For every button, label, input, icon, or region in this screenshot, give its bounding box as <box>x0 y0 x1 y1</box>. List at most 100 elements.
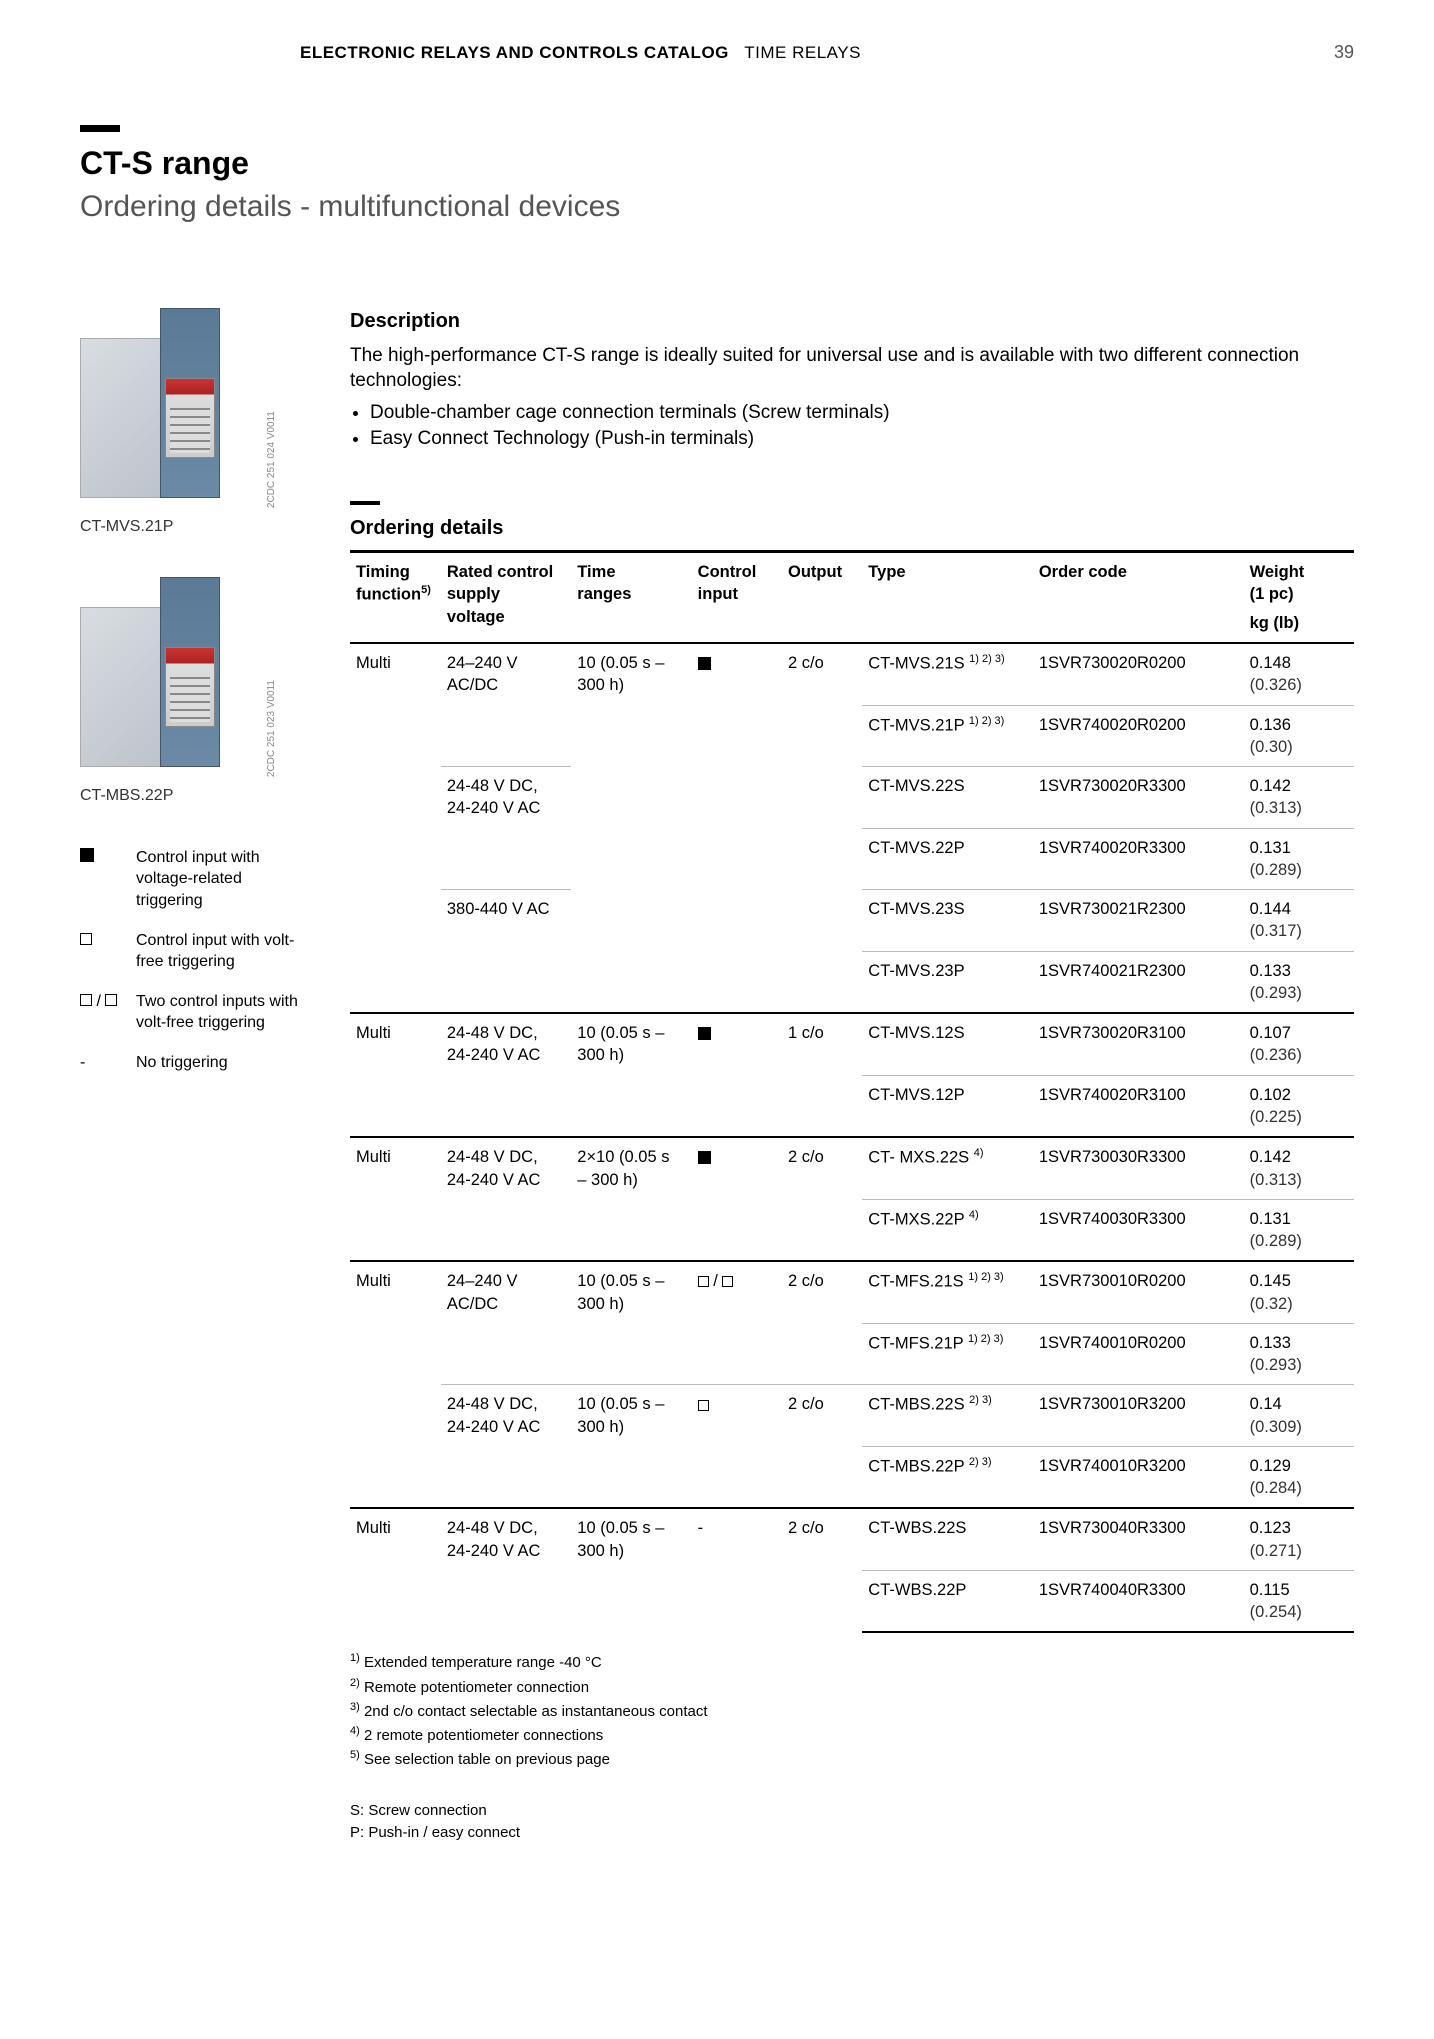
cell-code: 1SVR730020R3300 <box>1033 767 1244 829</box>
image-ref-1: 2CDC 251 024 V0011 <box>265 411 279 508</box>
footnote: 3) 2nd c/o contact selectable as instant… <box>350 1700 1354 1722</box>
cell-output: 2 c/o <box>782 1137 862 1261</box>
cell-type: CT-WBS.22P <box>862 1570 1033 1632</box>
cell-type: CT-MXS.22P 4) <box>862 1199 1033 1261</box>
cell-time: 10 (0.05 s – 300 h) <box>571 643 691 1013</box>
cell-ctrl <box>692 1385 782 1509</box>
cell-weight: 0.131(0.289) <box>1244 1199 1354 1261</box>
legend-text: Control input with voltage-related trigg… <box>136 847 310 912</box>
cell-timing: Multi <box>350 1508 441 1632</box>
th-output: Output <box>782 552 862 643</box>
th-type: Type <box>862 552 1033 643</box>
filled-square-icon <box>698 1027 711 1040</box>
cell-type: CT-MVS.21S 1) 2) 3) <box>862 643 1033 705</box>
cell-output: 2 c/o <box>782 1385 862 1509</box>
table-row: Multi24-48 V DC,24-240 V AC2×10 (0.05 s … <box>350 1137 1354 1199</box>
cell-code: 1SVR730021R2300 <box>1033 890 1244 952</box>
cell-voltage: 24-48 V DC,24-240 V AC <box>441 1385 571 1509</box>
cell-output: 2 c/o <box>782 1261 862 1385</box>
right-column: Description The high-performance CT-S ra… <box>350 308 1354 1846</box>
cell-code: 1SVR740020R3100 <box>1033 1075 1244 1137</box>
description-bullets: Double-chamber cage connection terminals… <box>350 400 1354 451</box>
cell-output: 1 c/o <box>782 1013 862 1137</box>
table-row: Multi24-48 V DC,24-240 V AC10 (0.05 s – … <box>350 1508 1354 1570</box>
cell-weight: 0.142(0.313) <box>1244 767 1354 829</box>
cell-type: CT-WBS.22S <box>862 1508 1033 1570</box>
footnotes: 1) Extended temperature range -40 °C 2) … <box>350 1651 1354 1770</box>
cell-type: CT-MVS.22P <box>862 828 1033 890</box>
title-dash <box>80 125 120 132</box>
cell-code: 1SVR740020R3300 <box>1033 828 1244 890</box>
empty-square-icon <box>722 1276 733 1287</box>
legend-text: No triggering <box>136 1052 310 1074</box>
legend: Control input with voltage-related trigg… <box>80 847 310 1074</box>
cell-output: 2 c/o <box>782 1508 862 1632</box>
cell-code: 1SVR730040R3300 <box>1033 1508 1244 1570</box>
cell-type: CT-MFS.21P 1) 2) 3) <box>862 1323 1033 1385</box>
cell-voltage: 24-48 V DC,24-240 V AC <box>441 1137 571 1261</box>
cell-code: 1SVR740040R3300 <box>1033 1570 1244 1632</box>
table-dash <box>350 501 380 505</box>
cell-weight: 0.133(0.293) <box>1244 1323 1354 1385</box>
footnote: 4) 2 remote potentiometer connections <box>350 1724 1354 1746</box>
cell-type: CT-MFS.21S 1) 2) 3) <box>862 1261 1033 1323</box>
legend-text: Control input with volt-free triggering <box>136 930 310 973</box>
cell-voltage: 24–240 V AC/DC <box>441 643 571 767</box>
cell-weight: 0.145(0.32) <box>1244 1261 1354 1323</box>
cell-type: CT-MVS.23P <box>862 951 1033 1013</box>
description-block: Description The high-performance CT-S ra… <box>350 308 1354 452</box>
cell-code: 1SVR740010R0200 <box>1033 1323 1244 1385</box>
cell-type: CT-MVS.22S <box>862 767 1033 829</box>
empty-square-icon <box>698 1276 709 1287</box>
cell-ctrl <box>692 643 782 1013</box>
cell-code: 1SVR740030R3300 <box>1033 1199 1244 1261</box>
cell-code: 1SVR740020R0200 <box>1033 705 1244 767</box>
filled-square-icon <box>698 1151 711 1164</box>
cell-code: 1SVR730010R3200 <box>1033 1385 1244 1447</box>
footnote: 2) Remote potentiometer connection <box>350 1676 1354 1698</box>
table-header-row: Timing function5) Rated control supply v… <box>350 552 1354 643</box>
page-number: 39 <box>1334 40 1354 64</box>
cell-weight: 0.115(0.254) <box>1244 1570 1354 1632</box>
cell-weight: 0.136(0.30) <box>1244 705 1354 767</box>
breadcrumb: ELECTRONIC RELAYS AND CONTROLS CATALOG T… <box>300 42 861 65</box>
conn-note: P: Push-in / easy connect <box>350 1823 1354 1843</box>
table-row: Multi24-48 V DC,24-240 V AC10 (0.05 s – … <box>350 1013 1354 1075</box>
footnote: 5) See selection table on previous page <box>350 1748 1354 1770</box>
legend-row: Control input with volt-free triggering <box>80 930 310 973</box>
cell-voltage: 24-48 V DC,24-240 V AC <box>441 767 571 890</box>
cell-code: 1SVR730030R3300 <box>1033 1137 1244 1199</box>
cell-ctrl: / <box>692 1261 782 1385</box>
cell-type: CT-MVS.12P <box>862 1075 1033 1137</box>
cell-voltage: 24–240 V AC/DC <box>441 1261 571 1385</box>
legend-row: - No triggering <box>80 1052 310 1074</box>
cell-weight: 0.133(0.293) <box>1244 951 1354 1013</box>
table-row: 24-48 V DC,24-240 V AC10 (0.05 s – 300 h… <box>350 1385 1354 1447</box>
cell-type: CT-MVS.12S <box>862 1013 1033 1075</box>
cell-ctrl: - <box>692 1508 782 1632</box>
legend-symbol-dash: - <box>80 1052 122 1074</box>
footnote: 1) Extended temperature range -40 °C <box>350 1651 1354 1673</box>
image-caption-1: CT-MVS.21P <box>80 516 310 538</box>
th-code: Order code <box>1033 552 1244 643</box>
legend-symbol-filled <box>80 847 122 912</box>
cell-type: CT-MBS.22P 2) 3) <box>862 1446 1033 1508</box>
cell-weight: 0.129(0.284) <box>1244 1446 1354 1508</box>
cell-code: 1SVR740021R2300 <box>1033 951 1244 1013</box>
product-image-2: 2CDC 251 023 V0011 <box>80 577 260 777</box>
th-weight: Weight (1 pc) kg (lb) <box>1244 552 1354 643</box>
cell-code: 1SVR740010R3200 <box>1033 1446 1244 1508</box>
cell-code: 1SVR730020R0200 <box>1033 643 1244 705</box>
filled-square-icon <box>698 657 711 670</box>
legend-row: / Two control inputs with volt-free trig… <box>80 991 310 1034</box>
empty-square-icon <box>698 1400 709 1411</box>
ordering-table: Timing function5) Rated control supply v… <box>350 550 1354 1633</box>
cell-voltage: 24-48 V DC,24-240 V AC <box>441 1013 571 1137</box>
th-time: Timeranges <box>571 552 691 643</box>
description-bullet: Double-chamber cage connection terminals… <box>370 400 1354 426</box>
top-bar: ELECTRONIC RELAYS AND CONTROLS CATALOG T… <box>80 40 1354 75</box>
image-caption-2: CT-MBS.22P <box>80 785 310 807</box>
cell-timing: Multi <box>350 1261 441 1508</box>
legend-symbol-two-empty: / <box>80 991 122 1034</box>
cell-weight: 0.144(0.317) <box>1244 890 1354 952</box>
